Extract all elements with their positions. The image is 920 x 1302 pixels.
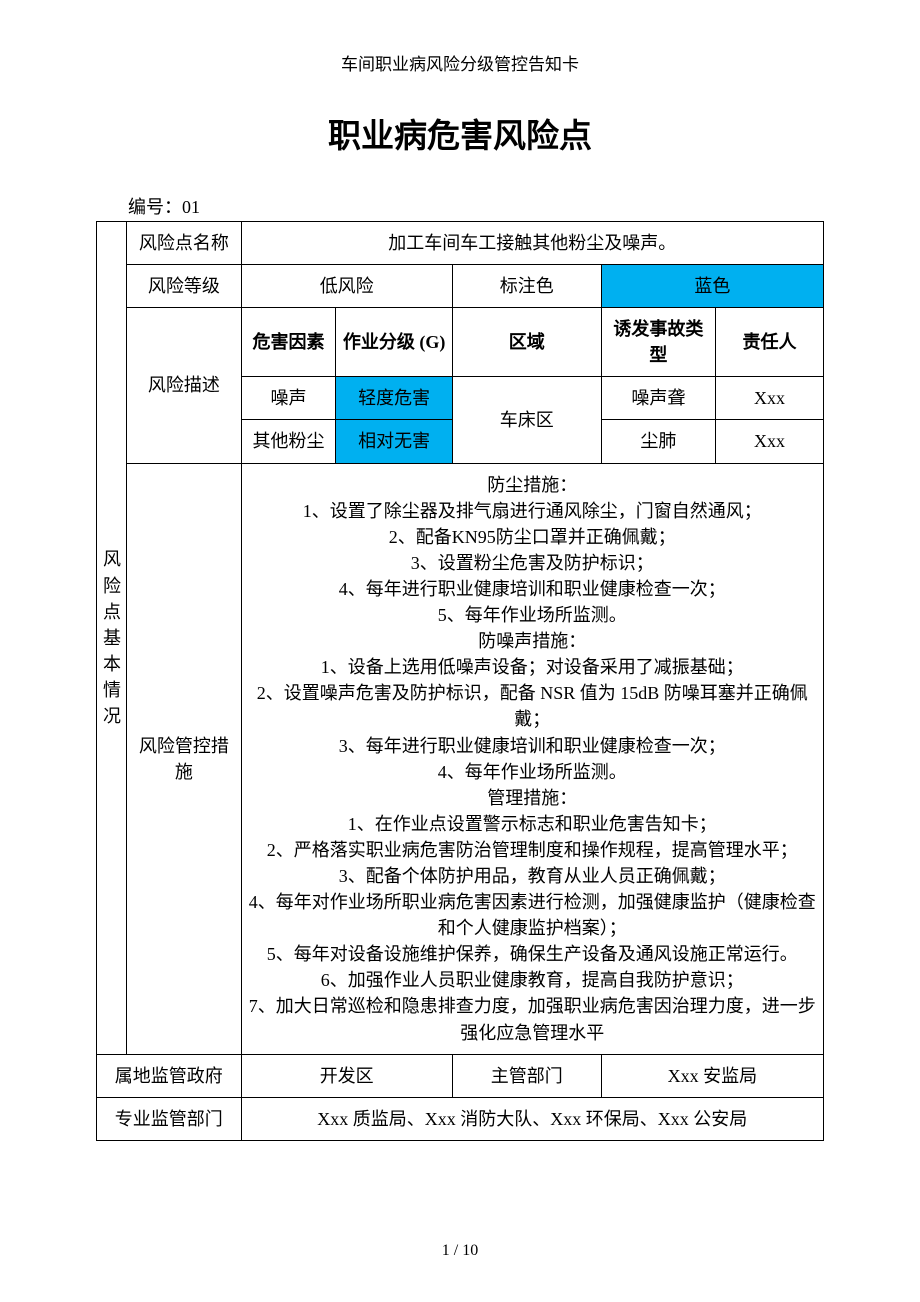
page-number: 1 / 10 (0, 1242, 920, 1260)
name-value: 加工车间车工接触其他粉尘及噪声。 (241, 222, 824, 265)
risk-table: 风险点基本情况 风险点名称 加工车间车工接触其他粉尘及噪声。 风险等级 低风险 … (96, 221, 824, 1141)
table-row: 风险管控措施 防尘措施： 1、设置了除尘器及排气扇进行通风除尘，门窗自然通风； … (97, 463, 824, 1054)
color-label: 标注色 (452, 265, 601, 308)
col-incident: 诱发事故类型 (601, 308, 715, 377)
r2-grade: 相对无害 (336, 420, 452, 463)
area-value: 车床区 (452, 377, 601, 463)
gov-label: 属地监管政府 (97, 1054, 242, 1097)
table-row: 风险点基本情况 风险点名称 加工车间车工接触其他粉尘及噪声。 (97, 222, 824, 265)
r2-person: Xxx (716, 420, 824, 463)
col-area: 区域 (452, 308, 601, 377)
col-grade: 作业分级 (G) (336, 308, 452, 377)
col-person: 责任人 (716, 308, 824, 377)
dept-value: Xxx 安监局 (601, 1054, 823, 1097)
pro-label: 专业监管部门 (97, 1097, 242, 1140)
level-value: 低风险 (241, 265, 452, 308)
main-title: 职业病危害风险点 (96, 109, 824, 157)
r1-incident: 噪声聋 (601, 377, 715, 420)
vertical-section-label: 风险点基本情况 (97, 222, 127, 1055)
name-label: 风险点名称 (127, 222, 241, 265)
r1-grade: 轻度危害 (336, 377, 452, 420)
r1-factor: 噪声 (241, 377, 336, 420)
r2-factor: 其他粉尘 (241, 420, 336, 463)
col-factor: 危害因素 (241, 308, 336, 377)
table-row: 专业监管部门 Xxx 质监局、Xxx 消防大队、Xxx 环保局、Xxx 公安局 (97, 1097, 824, 1140)
serial-number: 编号：01 (128, 193, 824, 219)
document-page: 车间职业病风险分级管控告知卡 职业病危害风险点 编号：01 风险点基本情况 风险… (0, 0, 920, 1302)
document-header: 车间职业病风险分级管控告知卡 (96, 50, 824, 75)
table-row: 风险描述 危害因素 作业分级 (G) 区域 诱发事故类型 责任人 (97, 308, 824, 377)
table-row: 属地监管政府 开发区 主管部门 Xxx 安监局 (97, 1054, 824, 1097)
gov-value: 开发区 (241, 1054, 452, 1097)
measures-label: 风险管控措施 (127, 463, 241, 1054)
r1-person: Xxx (716, 377, 824, 420)
pro-value: Xxx 质监局、Xxx 消防大队、Xxx 环保局、Xxx 公安局 (241, 1097, 824, 1140)
table-row: 风险等级 低风险 标注色 蓝色 (97, 265, 824, 308)
measures-body: 防尘措施： 1、设置了除尘器及排气扇进行通风除尘，门窗自然通风； 2、配备KN9… (241, 463, 824, 1054)
color-value: 蓝色 (601, 265, 823, 308)
r2-incident: 尘肺 (601, 420, 715, 463)
desc-label: 风险描述 (127, 308, 241, 463)
dept-label: 主管部门 (452, 1054, 601, 1097)
level-label: 风险等级 (127, 265, 241, 308)
